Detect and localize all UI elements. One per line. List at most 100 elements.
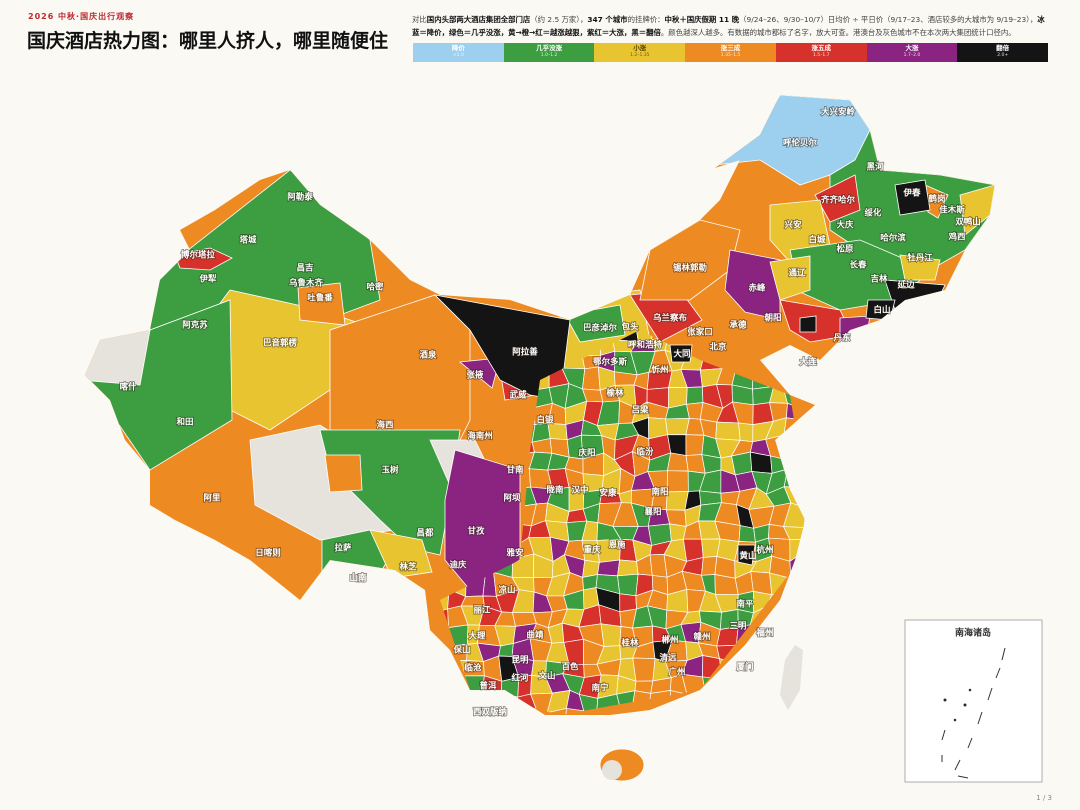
city-label: 大同 bbox=[673, 349, 690, 360]
city-cell bbox=[738, 677, 754, 697]
city-cell bbox=[440, 640, 447, 662]
city-cell bbox=[800, 589, 810, 606]
city-cell bbox=[666, 452, 689, 472]
city-cell bbox=[752, 691, 770, 715]
city-label: 襄阳 bbox=[643, 507, 661, 518]
city-cell bbox=[510, 708, 537, 715]
city-label: 红河 bbox=[511, 673, 529, 684]
city-label: 乌兰察布 bbox=[653, 313, 688, 324]
city-label: 西双版纳 bbox=[473, 707, 507, 718]
city-cell bbox=[803, 504, 810, 528]
legend-label: 降价 bbox=[451, 44, 465, 52]
city-cell bbox=[799, 539, 810, 561]
legend-item: 降价 <1.0 bbox=[413, 43, 504, 62]
legend-range: 1.2–1.35 bbox=[630, 53, 650, 58]
city-label: 迪庆 bbox=[449, 560, 467, 571]
city-cell bbox=[819, 503, 834, 526]
city-cell bbox=[804, 693, 810, 715]
city-cell bbox=[668, 708, 686, 715]
city-cell bbox=[800, 471, 810, 490]
city-label: 汉中 bbox=[571, 485, 588, 496]
city-label: 黄山 bbox=[739, 551, 756, 562]
city-label: 伊春 bbox=[902, 188, 921, 199]
city-cell bbox=[648, 708, 672, 715]
legend-item: 涨五成 1.5–1.7 bbox=[775, 43, 867, 62]
region bbox=[324, 454, 363, 493]
city-cell bbox=[440, 672, 450, 696]
city-cell bbox=[801, 640, 810, 664]
city-label: 哈密 bbox=[366, 282, 384, 293]
city-label: 锡林郭勒 bbox=[673, 263, 708, 274]
region bbox=[174, 247, 233, 271]
city-cell bbox=[818, 709, 839, 730]
city-cell bbox=[786, 455, 802, 474]
city-cell bbox=[666, 470, 689, 493]
city-label: 长春 bbox=[849, 260, 867, 271]
city-label: 大庆 bbox=[836, 220, 854, 231]
city-label: 日喀则 bbox=[255, 548, 281, 559]
city-cell bbox=[619, 593, 637, 613]
city-cell bbox=[799, 571, 810, 594]
city-label: 阿里 bbox=[203, 494, 221, 504]
region bbox=[769, 255, 811, 301]
city-cell bbox=[731, 451, 753, 476]
region bbox=[799, 315, 817, 333]
city-cell bbox=[632, 657, 656, 682]
city-cell bbox=[819, 572, 842, 590]
city-cell bbox=[818, 470, 840, 493]
city-label: 昌吉 bbox=[296, 263, 314, 274]
region bbox=[85, 329, 151, 386]
legend-label: 几乎没涨 bbox=[536, 44, 563, 52]
city-cell bbox=[440, 658, 450, 680]
city-label: 普洱 bbox=[479, 681, 497, 692]
region bbox=[297, 282, 346, 326]
city-cell bbox=[685, 434, 705, 456]
city-cell bbox=[701, 556, 718, 576]
city-cell bbox=[823, 458, 835, 472]
city-cell bbox=[715, 695, 740, 713]
legend-label: 小涨 bbox=[633, 44, 647, 52]
city-cell bbox=[800, 604, 810, 628]
city-label: 阿克苏 bbox=[182, 320, 208, 331]
city-label: 鸡西 bbox=[947, 232, 966, 243]
legend: 降价 <1.0 几乎没涨 1.0–1.2 小涨 1.2–1.35 涨三成 1.35–1.5 涨五… bbox=[413, 43, 1049, 62]
city-cell bbox=[440, 707, 452, 715]
city-label: 塔城 bbox=[239, 235, 257, 246]
city-label: 曲靖 bbox=[526, 630, 544, 641]
city-cell bbox=[789, 539, 804, 562]
city-cell bbox=[819, 663, 835, 674]
city-cell bbox=[820, 368, 839, 393]
city-label: 南阳 bbox=[651, 487, 668, 498]
city-cell bbox=[820, 391, 841, 404]
kicker: 2026 中秋·国庆出行观察 bbox=[28, 12, 135, 21]
city-cell bbox=[700, 694, 722, 712]
city-label: 大兴安岭 bbox=[821, 107, 856, 118]
city-label: 甘孜 bbox=[467, 526, 485, 537]
city-cell bbox=[459, 689, 483, 710]
city-cell bbox=[818, 560, 843, 576]
city-cell bbox=[733, 692, 754, 715]
city-cell bbox=[597, 559, 621, 577]
city-cell bbox=[783, 468, 806, 489]
region bbox=[669, 344, 693, 363]
city-label: 张掖 bbox=[466, 370, 484, 381]
region bbox=[959, 184, 995, 236]
city-cell bbox=[665, 417, 690, 436]
legend-label: 涨三成 bbox=[720, 44, 741, 52]
legend-item: 涨三成 1.35–1.5 bbox=[685, 43, 776, 62]
city-cell bbox=[819, 422, 836, 442]
city-label: 凉山 bbox=[498, 585, 515, 596]
desc-bold: 冰蓝＝降价，绿色＝几乎没涨，黄→橙→红＝越涨越狠，紫红＝大涨，黑＝翻倍 bbox=[412, 15, 1045, 37]
city-cell bbox=[817, 622, 841, 641]
city-label: 丹东 bbox=[833, 333, 851, 344]
city-label: 临汾 bbox=[636, 447, 654, 458]
city-cell bbox=[789, 573, 805, 594]
regions bbox=[85, 95, 995, 730]
desc-text: 的挂牌价： bbox=[627, 15, 665, 24]
city-cell bbox=[801, 622, 810, 643]
city-label: 郴州 bbox=[661, 635, 678, 646]
city-cell bbox=[799, 553, 810, 574]
city-cell bbox=[682, 710, 702, 715]
